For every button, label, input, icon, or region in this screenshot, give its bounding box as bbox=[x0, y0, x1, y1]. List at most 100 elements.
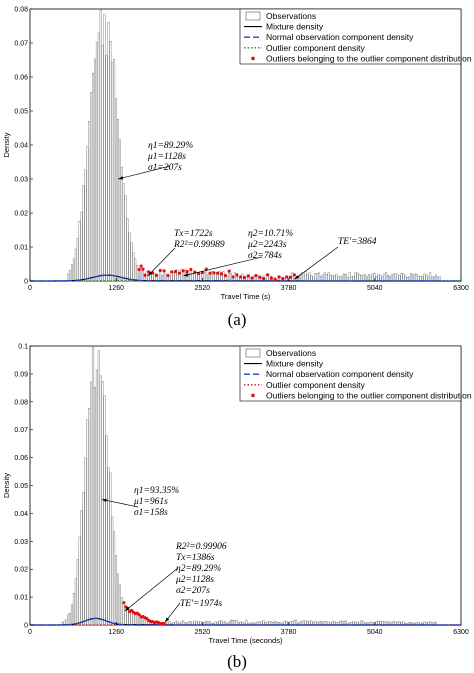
histogram-bar bbox=[421, 276, 424, 282]
y-tick-label: 0.08 bbox=[14, 7, 28, 14]
x-tick-label: 6300 bbox=[453, 629, 469, 636]
annotation-arrow bbox=[118, 165, 171, 180]
histogram-bar bbox=[411, 274, 414, 282]
histogram-bar bbox=[419, 275, 422, 282]
histogram-bar bbox=[74, 248, 77, 282]
histogram-bar bbox=[122, 602, 125, 626]
x-tick-label: 3780 bbox=[281, 285, 297, 292]
y-tick-label: 0.09 bbox=[14, 371, 28, 378]
outlier-point bbox=[246, 274, 250, 278]
histogram-bar bbox=[358, 274, 361, 282]
histogram-bar bbox=[404, 275, 407, 282]
histogram-bar bbox=[417, 276, 420, 282]
histogram-bar bbox=[72, 593, 75, 626]
legend-entry-label: Observations bbox=[266, 11, 316, 21]
histogram-bar bbox=[134, 258, 137, 282]
histogram-bar bbox=[111, 516, 114, 626]
y-tick-label: 0.03 bbox=[14, 177, 28, 184]
histogram-bar bbox=[103, 13, 106, 282]
y-tick-label: 0.08 bbox=[14, 399, 28, 406]
histogram-bar bbox=[316, 273, 319, 282]
annotation-arrowhead bbox=[124, 606, 130, 612]
histogram-bar bbox=[132, 252, 135, 282]
histogram-bar bbox=[126, 218, 129, 282]
histogram-bar bbox=[72, 258, 75, 282]
histogram-bar bbox=[164, 273, 167, 282]
outlier-point bbox=[281, 277, 285, 281]
y-tick-label: 0.02 bbox=[14, 567, 28, 574]
legend-swatch-marker bbox=[251, 393, 255, 398]
outlier-point bbox=[185, 269, 189, 274]
histogram-bar bbox=[136, 265, 139, 282]
x-tick-label: 2520 bbox=[195, 285, 211, 292]
outlier-point bbox=[154, 273, 159, 277]
histogram-bar bbox=[78, 536, 81, 626]
outlier-point bbox=[288, 275, 293, 279]
legend-entry-label: Outlier component density bbox=[266, 380, 365, 390]
legend-box bbox=[239, 8, 462, 65]
histogram-bar bbox=[364, 274, 367, 282]
histogram-bar bbox=[321, 274, 324, 282]
histogram-bar bbox=[402, 273, 405, 282]
y-tick-label: 0.05 bbox=[14, 109, 28, 116]
histogram-bar bbox=[323, 272, 326, 282]
annotation-text: μ1=961s bbox=[133, 497, 168, 507]
outlier-point bbox=[162, 269, 166, 273]
outlier-point bbox=[158, 268, 162, 273]
histogram-bar bbox=[130, 242, 133, 282]
outlier-point bbox=[122, 601, 126, 605]
annotation-arrowhead bbox=[147, 271, 153, 276]
x-tick-label: 1260 bbox=[108, 285, 124, 292]
outlier-point bbox=[262, 277, 266, 281]
histogram-bar bbox=[120, 166, 123, 282]
histogram-bar bbox=[390, 274, 393, 282]
histogram-bar bbox=[172, 272, 175, 282]
histogram-bar bbox=[109, 41, 112, 282]
histogram-bar bbox=[69, 270, 72, 282]
histogram-bar bbox=[396, 274, 399, 282]
histogram-bar bbox=[74, 578, 77, 626]
histogram-bar bbox=[105, 435, 108, 626]
histogram-bar bbox=[325, 274, 328, 282]
annotation-text: μ2=1128s bbox=[175, 575, 214, 585]
histogram-bar bbox=[76, 238, 79, 282]
histogram-bar bbox=[415, 274, 418, 282]
histogram-bar bbox=[207, 274, 209, 282]
histogram-bar bbox=[111, 61, 114, 282]
annotation-text: η2=89.29% bbox=[176, 564, 221, 574]
outlier-point bbox=[254, 273, 258, 278]
histogram-bar bbox=[266, 276, 269, 282]
x-tick-label: 3780 bbox=[281, 629, 297, 636]
histogram-bar bbox=[410, 273, 413, 282]
histogram-bar bbox=[387, 275, 390, 282]
histogram-bar bbox=[86, 419, 89, 626]
annotation-text: σ1=207s bbox=[148, 163, 182, 173]
annotation-text: σ2=207s bbox=[176, 586, 210, 596]
histogram-bar bbox=[356, 272, 359, 282]
histogram-bar bbox=[139, 265, 142, 282]
histogram-bar bbox=[367, 274, 370, 282]
histogram-bar bbox=[379, 275, 382, 282]
histogram-bar bbox=[82, 185, 85, 282]
y-tick-label: 0.06 bbox=[14, 75, 28, 82]
histogram-bar bbox=[118, 139, 121, 282]
panel-label-a: (a) bbox=[227, 310, 247, 329]
histogram-bar bbox=[348, 272, 351, 282]
outlier-point bbox=[212, 271, 216, 275]
x-tick-label: 2520 bbox=[195, 629, 211, 636]
y-tick-label: 0.04 bbox=[14, 143, 28, 150]
histogram-bar bbox=[310, 275, 313, 282]
histogram-bar bbox=[116, 573, 119, 626]
histogram-bar bbox=[120, 597, 123, 626]
annotation: R2²=0.99906Tx=1386sη2=89.29%μ2=1128sσ2=2… bbox=[124, 542, 227, 612]
outlier-point bbox=[170, 270, 174, 274]
y-tick-label: 0.1 bbox=[18, 344, 28, 351]
histogram-bar bbox=[122, 183, 125, 282]
histogram-bar bbox=[128, 232, 131, 282]
outlier-point bbox=[292, 273, 296, 277]
histogram-bar bbox=[67, 614, 70, 626]
x-tick-label: 0 bbox=[28, 629, 32, 636]
outlier-point bbox=[173, 269, 178, 274]
histogram-bar bbox=[375, 276, 378, 282]
